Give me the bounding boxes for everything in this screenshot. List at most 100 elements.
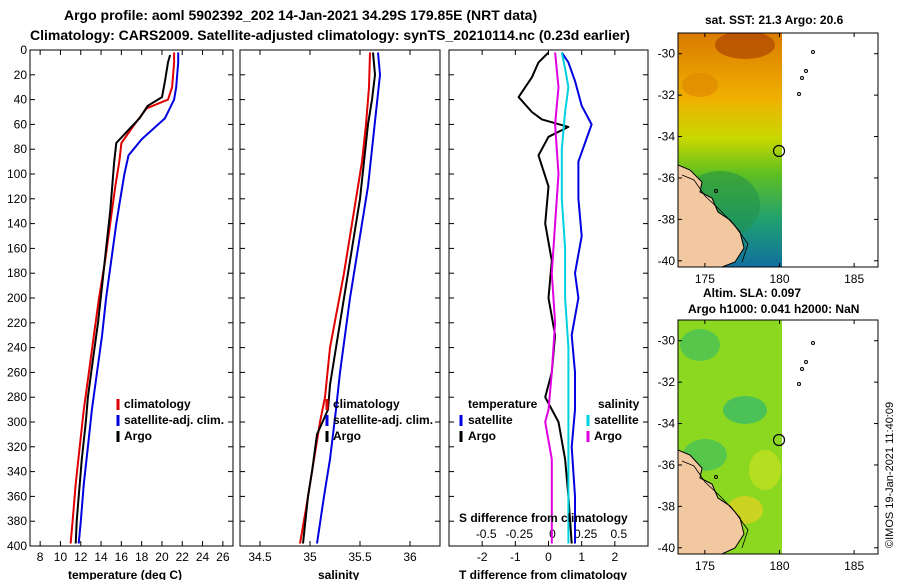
- depth-tick-label: 320: [7, 440, 27, 454]
- depth-tick-label: 400: [7, 539, 27, 553]
- salinity-series: [299, 52, 381, 544]
- sst-map-title: sat. SST: 21.3 Argo: 20.6: [705, 13, 844, 27]
- argo-float-location: [772, 433, 786, 447]
- legend-temperature-title: temperature: [468, 397, 538, 411]
- island-marker: [714, 475, 718, 479]
- island-marker: [811, 50, 815, 54]
- sla-map-lon-ticks: 175 180 185: [695, 320, 864, 573]
- depth-tick-label: 240: [7, 341, 27, 355]
- island-marker: [797, 382, 801, 386]
- x-tick-label: 14: [94, 550, 108, 564]
- lon-tick-label: 175: [695, 559, 715, 573]
- x-tick-label: 12: [74, 550, 88, 564]
- legend-climatology-label: climatology: [124, 397, 191, 411]
- sst-map-image: [678, 33, 815, 267]
- temperature-x-ticks: 8 10 12 14 16 18 20 22 24 26: [37, 50, 230, 564]
- lat-tick-label: -40: [658, 254, 676, 268]
- island-marker: [800, 367, 804, 371]
- series-line-satellite-adj-clim-: [316, 52, 381, 544]
- difference-chart: -2 -1 0 1 2-0.5 -0.25 0 0.25 0.5 S difference fr…: [448, 49, 649, 582]
- lat-tick-label: -36: [658, 171, 676, 185]
- x-tick-label: 24: [196, 550, 210, 564]
- difference-top-xlabel: S difference from climatology: [459, 511, 628, 525]
- temperature-chart: 0 20 40 60 80 100 120 140 160 180 200 220 240 260 280 3…: [7, 43, 234, 582]
- series-line-salinity-argo: [544, 52, 560, 544]
- lon-tick-label: 185: [844, 272, 864, 286]
- island-marker: [811, 341, 815, 345]
- lat-tick-label: -30: [658, 47, 676, 61]
- sst-map-lat-ticks: -30 -32 -34 -36 -38 -40: [658, 47, 878, 268]
- depth-tick-label: 100: [7, 167, 27, 181]
- temperature-axes-frame: [29, 49, 234, 547]
- difference-xlabel: T difference from climatology: [459, 568, 627, 580]
- sst-warm-patch: [682, 73, 718, 97]
- depth-tick-label: 140: [7, 217, 27, 231]
- salinity-chart: 34.5 35 35.5 36 salinity climatology satell…: [239, 49, 441, 582]
- x-tick-label: 36: [403, 550, 417, 564]
- lon-tick-label: 180: [769, 272, 789, 286]
- x-tick-label: 22: [176, 550, 190, 564]
- depth-tick-label: 260: [7, 365, 27, 379]
- secondary-x-tick-label: 0.5: [610, 527, 627, 541]
- x-tick-label: 35: [303, 550, 317, 564]
- coastline-contour: [681, 174, 749, 263]
- lat-tick-label: -38: [658, 499, 676, 513]
- sst-map-lon-ticks: 175 180 185: [695, 33, 864, 286]
- lat-tick-label: -36: [658, 458, 676, 472]
- island-marker: [797, 92, 801, 96]
- legend-temp-satellite-label: satellite: [468, 413, 513, 427]
- depth-tick-label: 340: [7, 465, 27, 479]
- island-marker: [800, 76, 804, 80]
- x-tick-label: 8: [37, 550, 44, 564]
- legend-argo-label: Argo: [124, 429, 152, 443]
- legend-argo-label: Argo: [333, 429, 361, 443]
- salinity-xlabel: salinity: [318, 568, 360, 580]
- depth-tick-label: 360: [7, 489, 27, 503]
- x-tick-label: 10: [54, 550, 68, 564]
- lon-tick-label: 175: [695, 272, 715, 286]
- imos-watermark: ©IMOS 19-Jan-2021 11:40:09: [884, 402, 896, 548]
- depth-tick-label: 180: [7, 266, 27, 280]
- x-tick-label: 35.5: [348, 550, 372, 564]
- legend-satellite-clim-label: satellite-adj. clim.: [333, 413, 433, 427]
- series-line-argo: [302, 52, 376, 544]
- depth-tick-label: 80: [14, 142, 28, 156]
- difference-legend: temperature salinity satellite Argo sate…: [459, 397, 640, 443]
- depth-tick-label: 20: [14, 68, 28, 82]
- island-marker: [804, 69, 808, 73]
- lon-tick-label: 185: [844, 559, 864, 573]
- temperature-legend: climatology satellite-adj. clim. Argo: [116, 397, 224, 443]
- series-line-argo: [74, 54, 172, 544]
- lat-tick-label: -32: [658, 375, 676, 389]
- sla-map-image: [678, 320, 815, 554]
- sst-warm-patch: [715, 33, 775, 59]
- lat-tick-label: -38: [658, 212, 676, 226]
- sla-low-patch: [723, 396, 767, 424]
- sla-map: Altim. SLA: 0.097 Argo h1000: 0.041 h200…: [658, 286, 879, 573]
- depth-tick-label: 40: [14, 93, 28, 107]
- sst-map-frame: [677, 32, 879, 268]
- depth-tick-label: 120: [7, 192, 27, 206]
- sla-low-patch: [680, 329, 720, 361]
- secondary-x-tick-label: 0.25: [574, 527, 598, 541]
- x-tick-label: -2: [477, 550, 488, 564]
- series-line-climatology: [69, 52, 176, 544]
- depth-tick-label: 300: [7, 415, 27, 429]
- temperature-depth-ticks: 0 20 40 60 80 100 120 140 160 180 200 220 240 260 280 3…: [7, 43, 233, 553]
- header-line-1: Argo profile: aoml 5902392_202 14-Jan-20…: [64, 7, 537, 23]
- coastline-contour: [681, 460, 749, 549]
- x-tick-label: -1: [510, 550, 521, 564]
- salinity-depth-ticks: [240, 49, 440, 547]
- depth-tick-label: 280: [7, 390, 27, 404]
- island-marker: [804, 360, 808, 364]
- sla-high-patch: [749, 450, 781, 490]
- legend-temp-argo-label: Argo: [468, 429, 496, 443]
- sst-map: sat. SST: 21.3 Argo: 20.6 -30-32-34-36-3…: [658, 13, 879, 286]
- sla-map-title-line-1: Altim. SLA: 0.097: [703, 286, 801, 300]
- lat-tick-label: -30: [658, 334, 676, 348]
- legend-salinity-title: salinity: [598, 397, 640, 411]
- lat-tick-label: -32: [658, 88, 676, 102]
- legend-sal-argo-label: Argo: [594, 429, 622, 443]
- new-zealand-land: [678, 164, 745, 267]
